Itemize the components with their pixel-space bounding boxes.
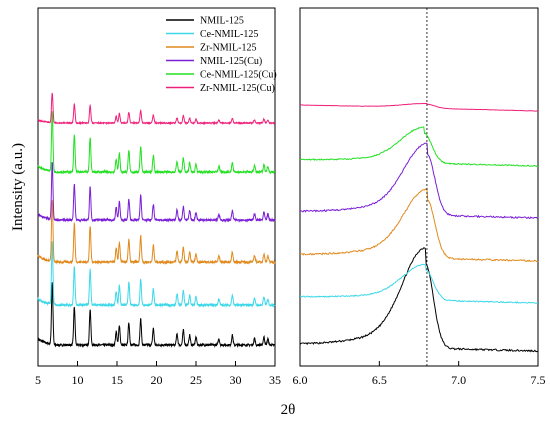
left-panel-series	[37, 92, 276, 349]
x-tick-label: 25	[190, 373, 202, 387]
x-tick-label: 5	[35, 373, 41, 387]
legend-label: Zr-NMIL-125	[200, 43, 256, 54]
x-tick-label: 6.5	[372, 373, 387, 387]
left-series-line	[37, 161, 276, 223]
left-series-line	[37, 199, 276, 265]
left-x-axis: 5 10 15 20 25 30 35	[35, 361, 281, 387]
right-series-line	[299, 263, 539, 304]
left-series-line	[37, 282, 276, 349]
legend-label: Zr-NMIL-125(Cu)	[200, 83, 275, 94]
right-series-line	[299, 187, 539, 263]
legend-label: NMIL-125	[200, 16, 244, 27]
right-panel-series	[299, 8, 539, 366]
x-tick-label: 20	[151, 373, 163, 387]
right-panel-frame	[299, 7, 539, 367]
x-tick-label: 30	[230, 373, 242, 387]
x-tick-label: 35	[269, 373, 281, 387]
legend: NMIL-125 Ce-NMIL-125 Zr-NMIL-125 NMIL-125(C…	[166, 16, 277, 94]
legend-label: NMIL-125(Cu)	[200, 56, 262, 67]
right-series-line	[299, 126, 539, 168]
left-series-line	[37, 92, 276, 126]
legend-label: Ce-NMIL-125	[200, 29, 258, 40]
x-tick-label: 7.5	[531, 373, 546, 387]
right-x-axis: 6.0 6.5 7.0 7.5	[293, 361, 546, 387]
left-series-line	[37, 111, 276, 176]
x-tick-label: 7.0	[451, 373, 466, 387]
right-series-line	[299, 142, 539, 220]
left-series-line	[37, 241, 276, 309]
x-tick-label: 10	[72, 373, 84, 387]
right-series-line	[299, 102, 539, 112]
x-tick-label: 6.0	[293, 373, 308, 387]
right-series-line	[299, 247, 539, 353]
y-axis-title: Intensity (a.u.)	[10, 143, 26, 231]
x-axis-title: 2θ	[281, 402, 296, 418]
legend-label: Ce-NMIL-125(Cu)	[200, 70, 277, 81]
x-tick-label: 15	[111, 373, 123, 387]
